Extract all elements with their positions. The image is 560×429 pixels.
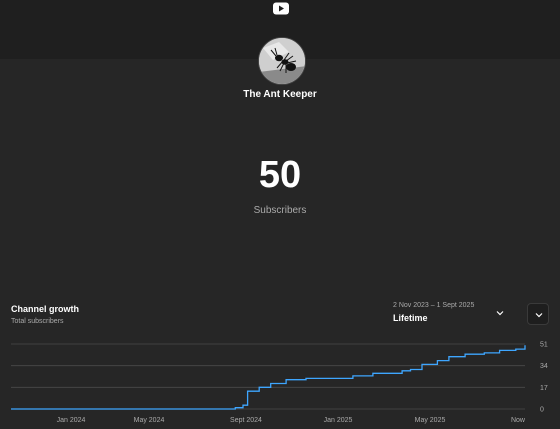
y-tick-label: 0 bbox=[540, 407, 544, 414]
y-tick-label: 51 bbox=[540, 342, 548, 349]
subscriber-count: 50 bbox=[258, 154, 302, 196]
expand-chart-button[interactable] bbox=[527, 303, 549, 325]
channel-growth-subtitle: Total subscribers bbox=[11, 318, 64, 325]
chevron-down-icon bbox=[535, 313, 543, 318]
date-range-text: 2 Nov 2023 – 1 Sept 2025 bbox=[393, 302, 475, 309]
x-tick-label: May 2024 bbox=[134, 417, 165, 424]
x-tick-label: Jan 2024 bbox=[57, 417, 86, 424]
y-tick-label: 17 bbox=[540, 385, 548, 392]
subscriber-label: Subscribers bbox=[253, 205, 307, 216]
x-tick-label: Now bbox=[511, 417, 526, 424]
chevron-down-icon[interactable] bbox=[494, 307, 506, 319]
subscriber-growth-chart: 0 17 34 51 Jan 2024 May 2024 Sept 2024 Jan 2025… bbox=[11, 342, 548, 424]
x-tick-label: Jan 2025 bbox=[324, 417, 353, 424]
y-tick-label: 34 bbox=[540, 363, 548, 370]
ant-avatar-icon[interactable] bbox=[258, 37, 306, 85]
channel-growth-title: Channel growth bbox=[11, 304, 79, 314]
x-tick-label: May 2025 bbox=[415, 417, 446, 424]
date-range-label[interactable]: Lifetime bbox=[393, 313, 428, 323]
channel-name: The Ant Keeper bbox=[243, 89, 317, 100]
series-line bbox=[11, 345, 526, 410]
x-tick-label: Sept 2024 bbox=[230, 417, 262, 424]
youtube-play-icon[interactable] bbox=[273, 2, 289, 15]
